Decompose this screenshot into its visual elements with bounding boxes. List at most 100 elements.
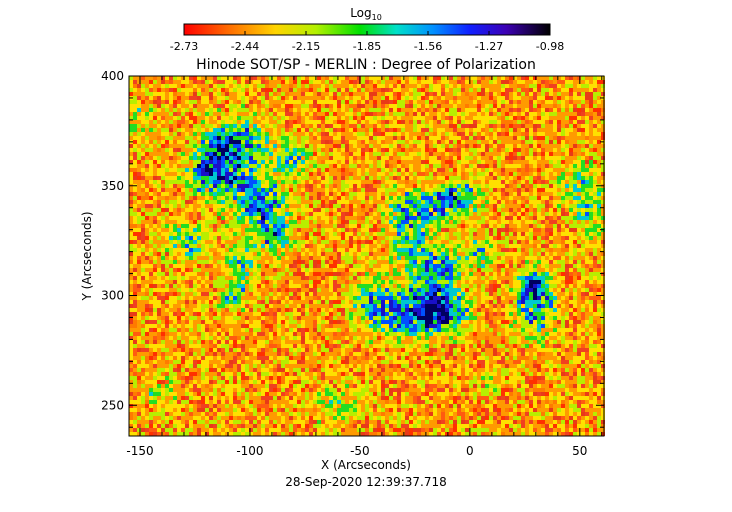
heatmap-cell <box>437 220 441 224</box>
heatmap-cell <box>449 172 453 176</box>
heatmap-cell <box>361 140 365 144</box>
heatmap-cell <box>345 188 349 192</box>
heatmap-cell <box>301 228 305 232</box>
heatmap-cell <box>253 80 257 84</box>
heatmap-cell <box>297 180 301 184</box>
heatmap-cell <box>517 176 521 180</box>
heatmap-cell <box>481 228 485 232</box>
heatmap-cell <box>205 144 209 148</box>
heatmap-cell <box>493 168 497 172</box>
heatmap-cell <box>237 124 241 128</box>
heatmap-cell <box>569 108 573 112</box>
heatmap-cell <box>145 236 149 240</box>
heatmap-cell <box>449 80 453 84</box>
heatmap-cell <box>561 96 565 100</box>
heatmap-cell <box>465 116 469 120</box>
heatmap-cell <box>393 144 397 148</box>
heatmap-cell <box>161 100 165 104</box>
heatmap-cell <box>281 156 285 160</box>
heatmap-cell <box>481 204 485 208</box>
heatmap-cell <box>529 80 533 84</box>
heatmap-cell <box>233 236 237 240</box>
heatmap-cell <box>137 172 141 176</box>
heatmap-cell <box>445 212 449 216</box>
heatmap-cell <box>541 76 545 80</box>
heatmap-cell <box>597 220 601 224</box>
heatmap-cell <box>169 176 173 180</box>
heatmap-cell <box>389 180 393 184</box>
heatmap-cell <box>329 128 333 132</box>
heatmap-cell <box>437 204 441 208</box>
heatmap-cell <box>133 220 137 224</box>
heatmap-cell <box>189 108 193 112</box>
heatmap-cell <box>373 188 377 192</box>
heatmap-cell <box>537 204 541 208</box>
heatmap-cell <box>225 188 229 192</box>
heatmap-cell <box>457 200 461 204</box>
heatmap-cell <box>309 116 313 120</box>
heatmap-cell <box>133 224 137 228</box>
heatmap-cell <box>485 116 489 120</box>
heatmap-cell <box>173 180 177 184</box>
heatmap-cell <box>217 160 221 164</box>
heatmap-cell <box>289 220 293 224</box>
heatmap-cell <box>577 120 581 124</box>
heatmap-cell <box>201 188 205 192</box>
heatmap-cell <box>153 196 157 200</box>
heatmap-cell <box>213 228 217 232</box>
heatmap-cell <box>433 116 437 120</box>
heatmap-cell <box>225 124 229 128</box>
heatmap-cell <box>289 180 293 184</box>
heatmap-cell <box>429 192 433 196</box>
heatmap-cell <box>269 192 273 196</box>
heatmap-cell <box>325 104 329 108</box>
heatmap-cell <box>577 212 581 216</box>
heatmap-cell <box>193 224 197 228</box>
heatmap-cell <box>477 92 481 96</box>
heatmap-cell <box>505 152 509 156</box>
heatmap-cell <box>333 212 337 216</box>
heatmap-cell <box>225 208 229 212</box>
heatmap-cell <box>481 124 485 128</box>
heatmap-cell <box>253 204 257 208</box>
heatmap-cell <box>481 148 485 152</box>
heatmap-cell <box>477 104 481 108</box>
heatmap-cell <box>401 144 405 148</box>
heatmap-cell <box>205 104 209 108</box>
heatmap-cell <box>133 232 137 236</box>
heatmap-cell <box>349 232 353 236</box>
heatmap-cell <box>549 108 553 112</box>
heatmap-cell <box>285 84 289 88</box>
heatmap-cell <box>221 168 225 172</box>
heatmap-cell <box>541 84 545 88</box>
heatmap-cell <box>481 232 485 236</box>
heatmap-cell <box>237 152 241 156</box>
heatmap-cell <box>365 92 369 96</box>
heatmap-cell <box>581 148 585 152</box>
heatmap-cell <box>145 156 149 160</box>
heatmap-cell <box>549 168 553 172</box>
heatmap-cell <box>573 168 577 172</box>
heatmap-cell <box>581 124 585 128</box>
heatmap-cell <box>181 208 185 212</box>
heatmap-cell <box>165 96 169 100</box>
heatmap-cell <box>481 76 485 80</box>
heatmap-cell <box>325 220 329 224</box>
heatmap-cell <box>225 172 229 176</box>
heatmap-cell <box>297 188 301 192</box>
heatmap-cell <box>273 196 277 200</box>
heatmap-cell <box>513 88 517 92</box>
heatmap-cell <box>213 140 217 144</box>
heatmap-cell <box>461 116 465 120</box>
heatmap-cell <box>477 132 481 136</box>
heatmap-cell <box>589 204 593 208</box>
heatmap-cell <box>485 136 489 140</box>
heatmap-cell <box>481 120 485 124</box>
heatmap-cell <box>369 224 373 228</box>
heatmap-cell <box>205 224 209 228</box>
heatmap-cell <box>457 108 461 112</box>
heatmap-cell <box>285 164 289 168</box>
heatmap-cell <box>549 236 553 240</box>
heatmap-cell <box>249 124 253 128</box>
heatmap-cell <box>265 236 269 240</box>
